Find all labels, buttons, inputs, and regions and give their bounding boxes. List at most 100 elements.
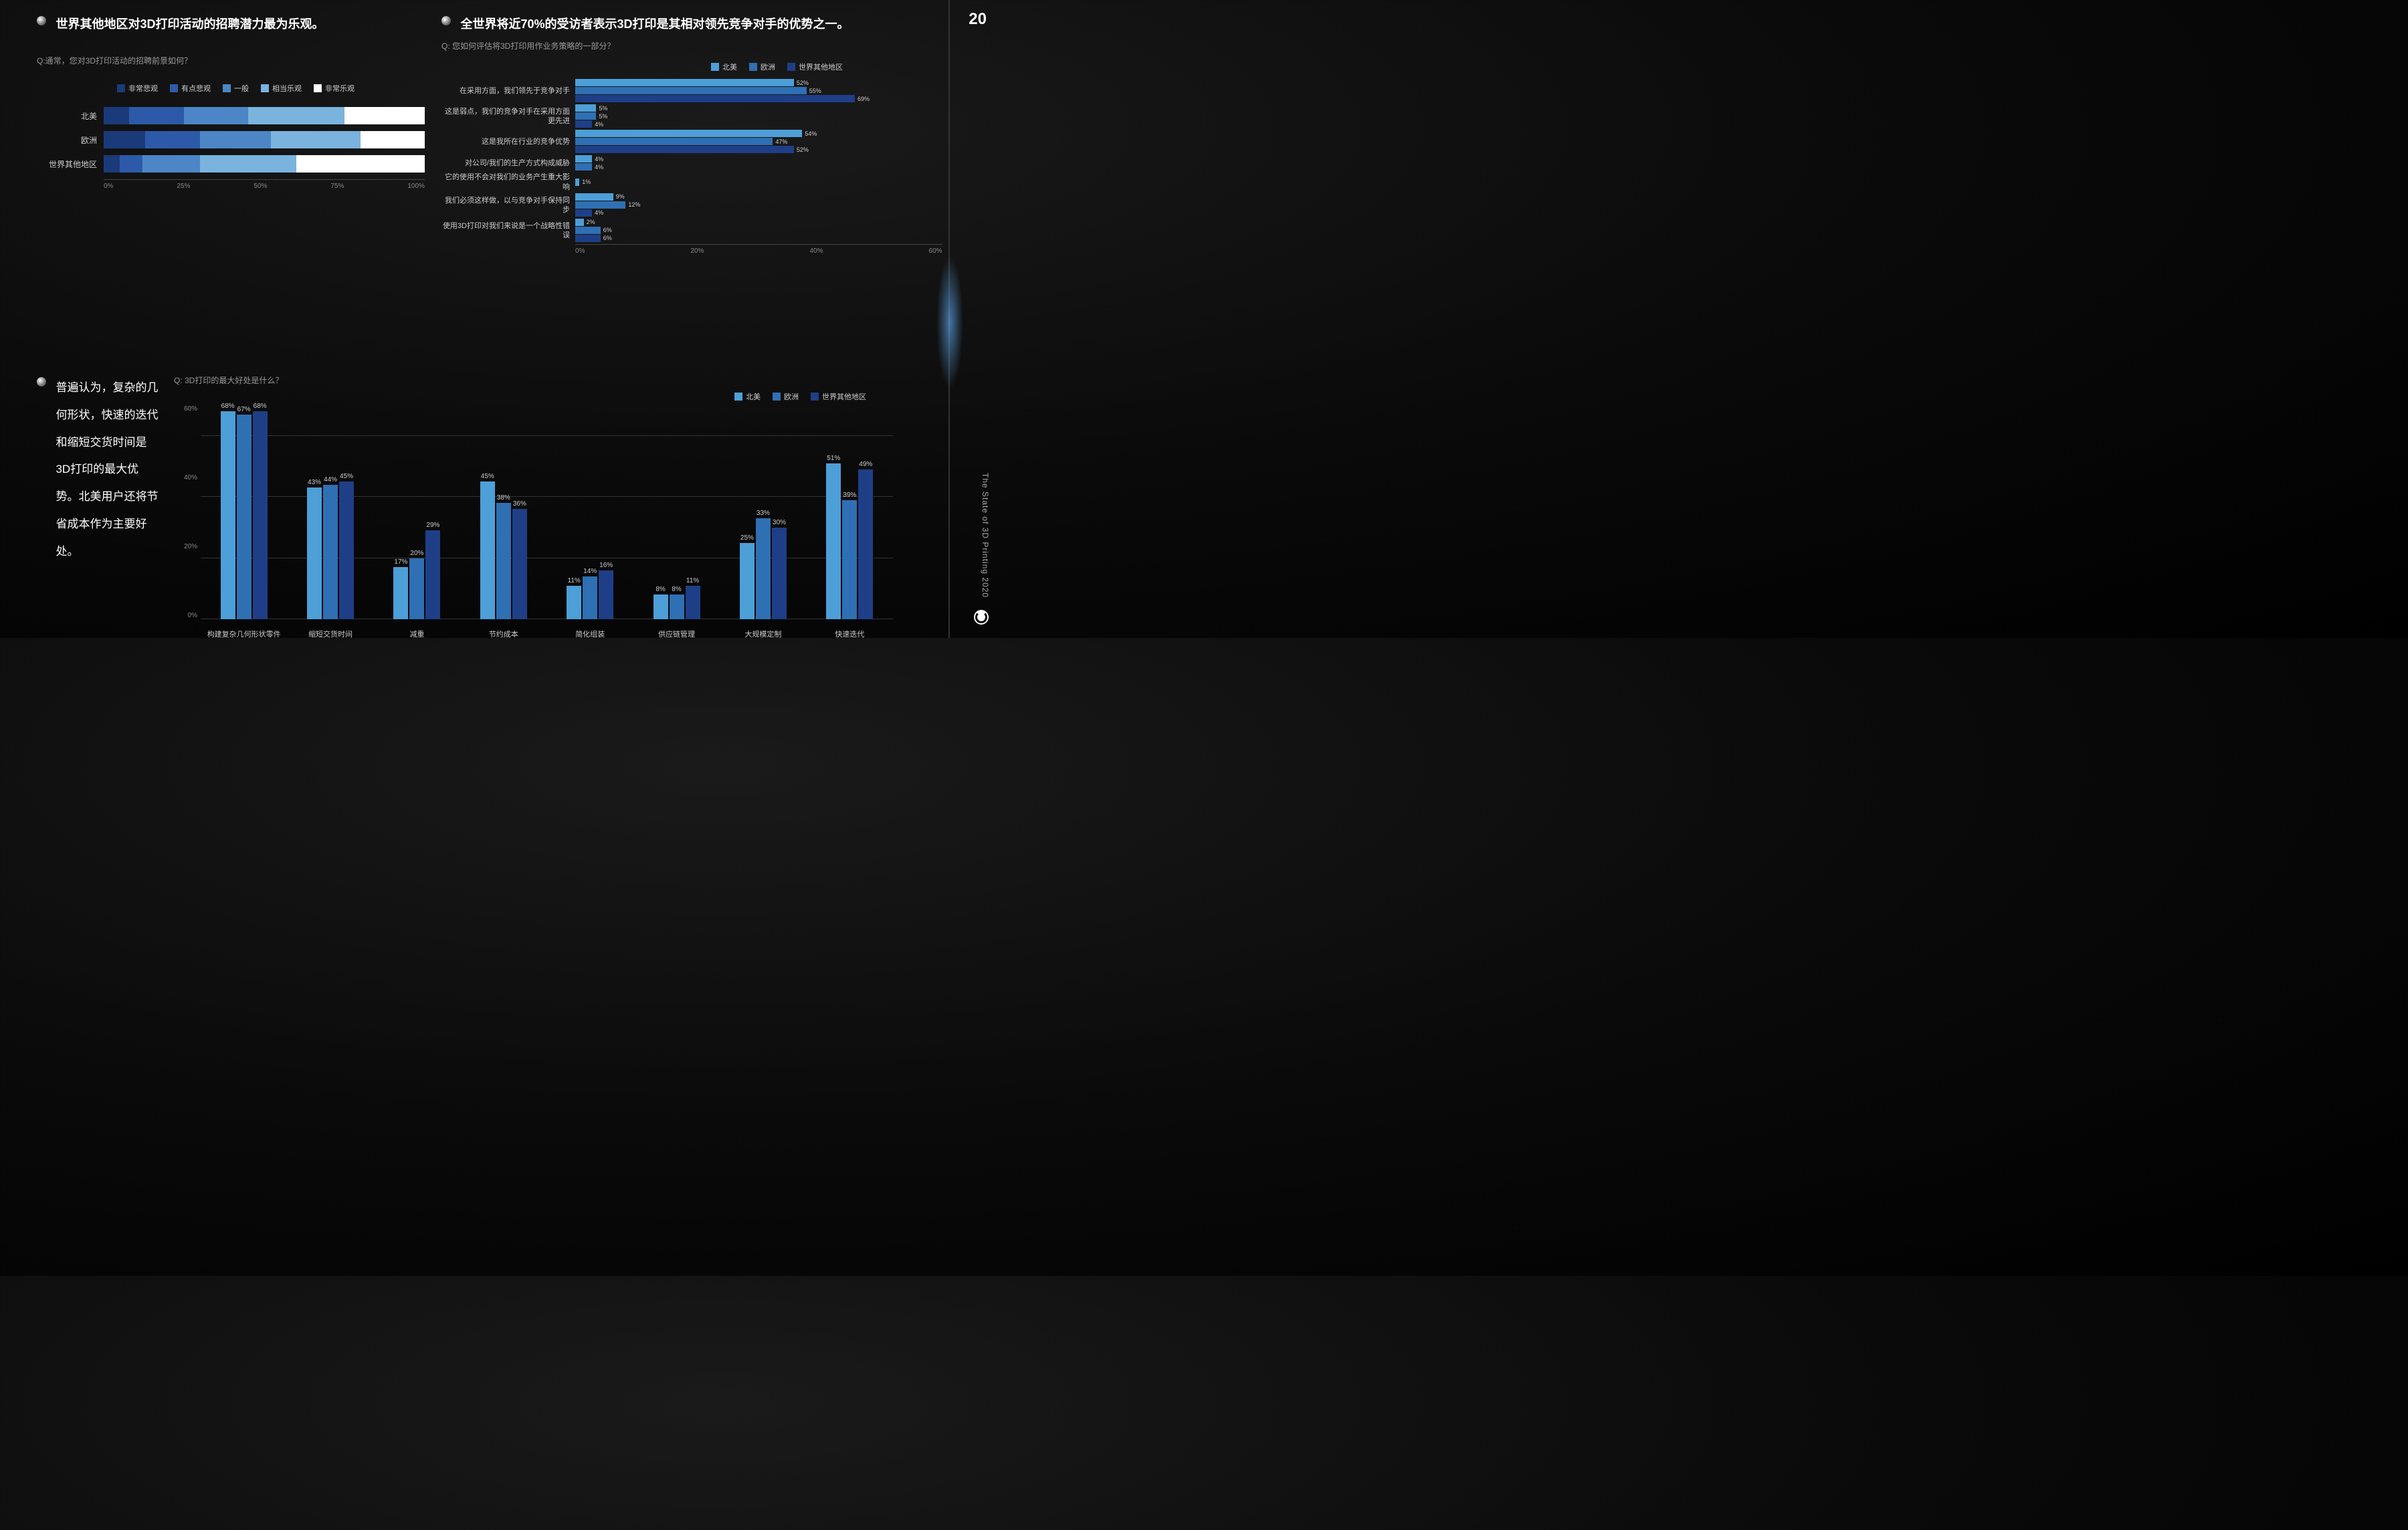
legend-item: 一般 bbox=[223, 83, 249, 94]
bar-fill bbox=[575, 146, 794, 153]
legend-item: 北美 bbox=[734, 391, 761, 402]
vbar-group: 8%8%11%供应链管理 bbox=[633, 405, 720, 619]
grouped-hbar-row: 对公司/我们的生产方式构成威胁 4% 4% bbox=[441, 155, 870, 171]
category-label: 减重 bbox=[374, 629, 460, 639]
bar-segment bbox=[248, 107, 344, 124]
vbar: 8% bbox=[654, 405, 668, 619]
bar-value: 4% bbox=[595, 121, 603, 128]
bar-value: 4% bbox=[595, 164, 603, 171]
hbar: 1% bbox=[575, 179, 870, 186]
bar-fill bbox=[575, 95, 855, 102]
vbar: 38% bbox=[496, 405, 511, 619]
legend-item: 欧洲 bbox=[773, 391, 799, 402]
bar-fill bbox=[221, 411, 235, 619]
hbar: 4% bbox=[575, 209, 870, 217]
stacked-bar-row: 欧洲 bbox=[37, 131, 425, 148]
bar-group: 1% bbox=[575, 179, 870, 187]
section-strategy: 全世界将近70%的受访者表示3D打印是其相对领先竞争对手的优势之一。 Q: 您如… bbox=[441, 13, 870, 255]
vbar: 20% bbox=[409, 405, 424, 619]
bar-fill bbox=[772, 528, 787, 619]
hbar: 5% bbox=[575, 104, 870, 112]
bar-fill bbox=[575, 79, 794, 86]
bar-value: 54% bbox=[805, 130, 817, 137]
bar-segment bbox=[145, 131, 200, 148]
axis-tick: 40% bbox=[174, 474, 197, 481]
legend-label: 世界其他地区 bbox=[799, 62, 843, 72]
bar-fill bbox=[842, 500, 857, 619]
hbar: 2% bbox=[575, 219, 870, 226]
bar-fill bbox=[575, 120, 592, 128]
bar-fill bbox=[575, 104, 596, 112]
bar-segment bbox=[120, 155, 142, 173]
bar-value: 47% bbox=[775, 138, 787, 145]
bar-fill bbox=[575, 87, 807, 94]
hbar: 4% bbox=[575, 155, 870, 162]
bar-value: 9% bbox=[616, 193, 625, 200]
legend-swatch bbox=[170, 84, 178, 92]
bar-fill bbox=[740, 543, 755, 619]
legend-item: 欧洲 bbox=[749, 62, 775, 72]
category-label: 对公司/我们的生产方式构成威胁 bbox=[441, 158, 575, 168]
stacked-bar-chart: 北美欧洲世界其他地区0%25%50%75%100% bbox=[37, 107, 425, 190]
x-axis: 0%20%40%60% bbox=[575, 244, 942, 255]
vbar: 25% bbox=[740, 405, 755, 619]
legend-label: 非常悲观 bbox=[128, 83, 158, 94]
vbar: 11% bbox=[686, 405, 700, 619]
bar-fill bbox=[575, 209, 592, 217]
body-text-3: 普遍认为，复杂的几何形状，快速的迭代和缩短交货时间是3D打印的最大优势。北美用户… bbox=[56, 374, 159, 566]
legend-item: 相当乐观 bbox=[261, 83, 302, 94]
bar-value: 29% bbox=[426, 522, 439, 529]
grouped-vbar-chart: 60%40%20%0% 68%67%68%构建复杂几何形状零件43%44%45%… bbox=[174, 405, 893, 619]
bar-value: 67% bbox=[237, 406, 251, 413]
hbar: 9% bbox=[575, 193, 870, 201]
y-axis: 60%40%20%0% bbox=[174, 405, 197, 619]
vbar: 29% bbox=[425, 405, 440, 619]
bar-value: 2% bbox=[587, 219, 595, 225]
axis-tick: 40% bbox=[810, 247, 823, 255]
category-label: 世界其他地区 bbox=[37, 158, 104, 170]
bar-value: 38% bbox=[497, 494, 510, 502]
bar-fill bbox=[339, 481, 354, 619]
legend-swatch bbox=[261, 84, 269, 92]
category-label: 它的使用不会对我们的业务产生重大影响 bbox=[441, 173, 575, 192]
legend-item: 非常悲观 bbox=[117, 83, 158, 94]
legend-label: 欧洲 bbox=[761, 62, 775, 72]
stacked-bar-row: 北美 bbox=[37, 107, 425, 124]
grouped-hbar-row: 在采用方面，我们领先于竞争对手52%55%69% bbox=[441, 79, 870, 103]
side-glow bbox=[936, 255, 963, 389]
section-hiring-outlook: 世界其他地区对3D打印活动的招聘潜力最为乐观。 Q:通常，您对3D打印活动的招聘… bbox=[37, 13, 425, 190]
vbar: 14% bbox=[583, 405, 597, 619]
grouped-hbar-row: 它的使用不会对我们的业务产生重大影响1% bbox=[441, 173, 870, 192]
category-label: 快速迭代 bbox=[807, 629, 893, 639]
bar-group: 5%5%4% bbox=[575, 104, 870, 128]
side-title: The State of 3D Printing 2020 bbox=[981, 473, 990, 598]
bar-value: 52% bbox=[797, 146, 809, 153]
bar-segment bbox=[104, 131, 145, 148]
bar-value: 68% bbox=[254, 403, 267, 410]
bar-value: 43% bbox=[308, 479, 321, 486]
legend-item: 非常乐观 bbox=[314, 83, 355, 94]
bar-value: 4% bbox=[595, 156, 603, 162]
bar-value: 20% bbox=[410, 550, 423, 557]
bar-value: 44% bbox=[324, 476, 337, 483]
stacked-bar-row: 世界其他地区 bbox=[37, 155, 425, 173]
category-label: 这是弱点，我们的竞争对手在采用方面更先进 bbox=[441, 107, 575, 126]
bar-value: 36% bbox=[513, 500, 526, 508]
hbar: 54% bbox=[575, 130, 870, 137]
vbar: 36% bbox=[512, 405, 527, 619]
legend-swatch bbox=[711, 63, 719, 71]
legend-item: 北美 bbox=[711, 62, 737, 72]
bar-fill bbox=[575, 138, 773, 145]
bar-value: 51% bbox=[827, 455, 840, 462]
vbar: 16% bbox=[599, 405, 613, 619]
axis-tick: 0% bbox=[104, 183, 113, 190]
bar-fill bbox=[575, 130, 802, 137]
category-label: 欧洲 bbox=[37, 134, 104, 146]
vbar: 8% bbox=[670, 405, 684, 619]
bar-fill bbox=[575, 227, 601, 234]
bar-group: 2%6%6% bbox=[575, 219, 870, 243]
question-3: Q: 3D打印的最大好处是什么？ bbox=[174, 374, 893, 386]
category-label: 我们必须这样做，以与竞争对手保持同步 bbox=[441, 196, 575, 215]
axis-tick: 60% bbox=[174, 405, 197, 413]
bar-value: 33% bbox=[757, 510, 770, 517]
